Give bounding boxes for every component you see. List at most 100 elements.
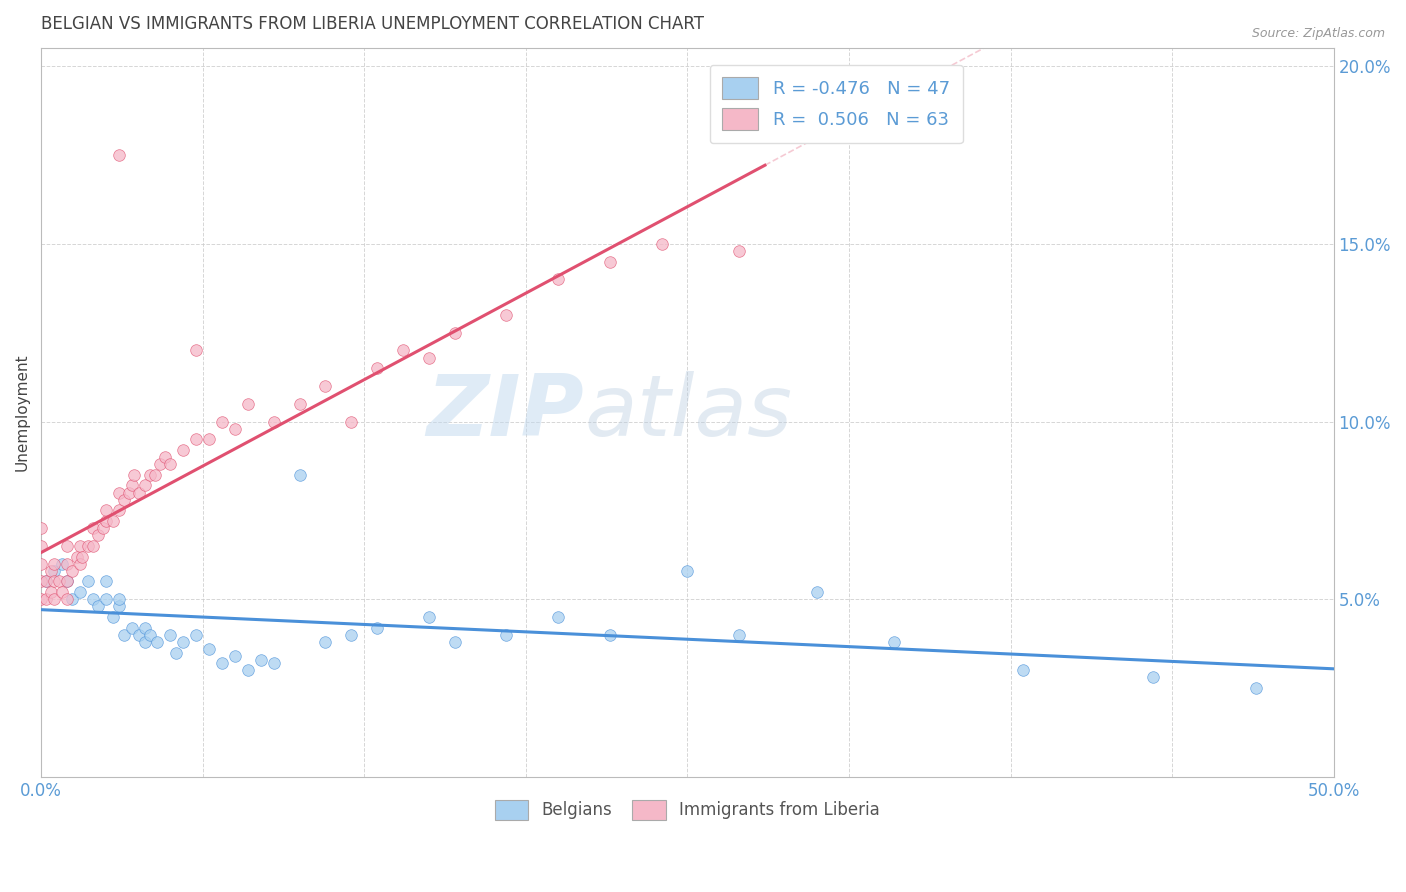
Point bbox=[806, 585, 828, 599]
Point bbox=[443, 635, 465, 649]
Point bbox=[60, 564, 83, 578]
Point bbox=[165, 646, 187, 660]
Point bbox=[66, 549, 89, 564]
Point bbox=[224, 648, 246, 663]
Point bbox=[69, 539, 91, 553]
Point bbox=[42, 592, 65, 607]
Point bbox=[134, 635, 156, 649]
Point bbox=[118, 485, 141, 500]
Point bbox=[134, 478, 156, 492]
Point bbox=[94, 503, 117, 517]
Point bbox=[250, 652, 273, 666]
Point bbox=[263, 656, 285, 670]
Point bbox=[87, 599, 110, 614]
Point bbox=[418, 351, 440, 365]
Point bbox=[198, 432, 221, 446]
Point bbox=[121, 478, 143, 492]
Point bbox=[676, 564, 699, 578]
Point bbox=[186, 628, 208, 642]
Point bbox=[288, 467, 311, 482]
Point bbox=[883, 635, 905, 649]
Point bbox=[82, 539, 104, 553]
Point bbox=[651, 236, 673, 251]
Point bbox=[288, 397, 311, 411]
Point bbox=[60, 592, 83, 607]
Point bbox=[112, 628, 135, 642]
Point bbox=[236, 397, 259, 411]
Point bbox=[224, 422, 246, 436]
Point bbox=[149, 457, 172, 471]
Point bbox=[30, 592, 52, 607]
Point bbox=[211, 415, 233, 429]
Point bbox=[495, 628, 517, 642]
Point bbox=[42, 564, 65, 578]
Point bbox=[76, 574, 98, 589]
Point bbox=[263, 415, 285, 429]
Legend: Belgians, Immigrants from Liberia: Belgians, Immigrants from Liberia bbox=[488, 793, 886, 827]
Point bbox=[495, 308, 517, 322]
Point bbox=[107, 503, 129, 517]
Point bbox=[728, 244, 751, 258]
Text: atlas: atlas bbox=[583, 371, 792, 454]
Point bbox=[35, 574, 58, 589]
Point bbox=[198, 642, 221, 657]
Point bbox=[35, 574, 58, 589]
Point bbox=[42, 557, 65, 571]
Point bbox=[159, 457, 181, 471]
Point bbox=[143, 467, 166, 482]
Point bbox=[76, 539, 98, 553]
Point bbox=[138, 628, 160, 642]
Point bbox=[443, 326, 465, 340]
Point bbox=[107, 148, 129, 162]
Point bbox=[82, 521, 104, 535]
Point bbox=[128, 628, 150, 642]
Y-axis label: Unemployment: Unemployment bbox=[15, 354, 30, 472]
Point bbox=[51, 585, 73, 599]
Point bbox=[48, 574, 70, 589]
Point bbox=[41, 564, 63, 578]
Point bbox=[146, 635, 169, 649]
Point bbox=[56, 592, 79, 607]
Point bbox=[172, 635, 194, 649]
Point bbox=[340, 628, 363, 642]
Text: ZIP: ZIP bbox=[426, 371, 583, 454]
Point bbox=[159, 628, 181, 642]
Point bbox=[103, 514, 125, 528]
Point bbox=[547, 610, 569, 624]
Point bbox=[1012, 663, 1035, 677]
Point bbox=[599, 254, 621, 268]
Point bbox=[107, 485, 129, 500]
Point bbox=[56, 574, 79, 589]
Point bbox=[30, 574, 52, 589]
Point bbox=[138, 467, 160, 482]
Point bbox=[366, 361, 388, 376]
Text: Source: ZipAtlas.com: Source: ZipAtlas.com bbox=[1251, 27, 1385, 40]
Point bbox=[211, 656, 233, 670]
Point bbox=[314, 379, 336, 393]
Point bbox=[94, 574, 117, 589]
Point bbox=[112, 492, 135, 507]
Point bbox=[122, 467, 145, 482]
Point bbox=[94, 514, 117, 528]
Point bbox=[599, 628, 621, 642]
Point bbox=[153, 450, 176, 464]
Point bbox=[1142, 670, 1164, 684]
Point bbox=[56, 539, 79, 553]
Point bbox=[103, 610, 125, 624]
Point bbox=[128, 485, 150, 500]
Point bbox=[392, 343, 415, 358]
Point bbox=[236, 663, 259, 677]
Point bbox=[82, 592, 104, 607]
Point bbox=[56, 557, 79, 571]
Point bbox=[30, 521, 52, 535]
Point bbox=[72, 549, 94, 564]
Point bbox=[94, 592, 117, 607]
Point bbox=[547, 272, 569, 286]
Point bbox=[91, 521, 114, 535]
Text: BELGIAN VS IMMIGRANTS FROM LIBERIA UNEMPLOYMENT CORRELATION CHART: BELGIAN VS IMMIGRANTS FROM LIBERIA UNEMP… bbox=[41, 15, 704, 33]
Point bbox=[35, 592, 58, 607]
Point bbox=[1244, 681, 1267, 695]
Point bbox=[51, 557, 73, 571]
Point bbox=[30, 557, 52, 571]
Point bbox=[134, 621, 156, 635]
